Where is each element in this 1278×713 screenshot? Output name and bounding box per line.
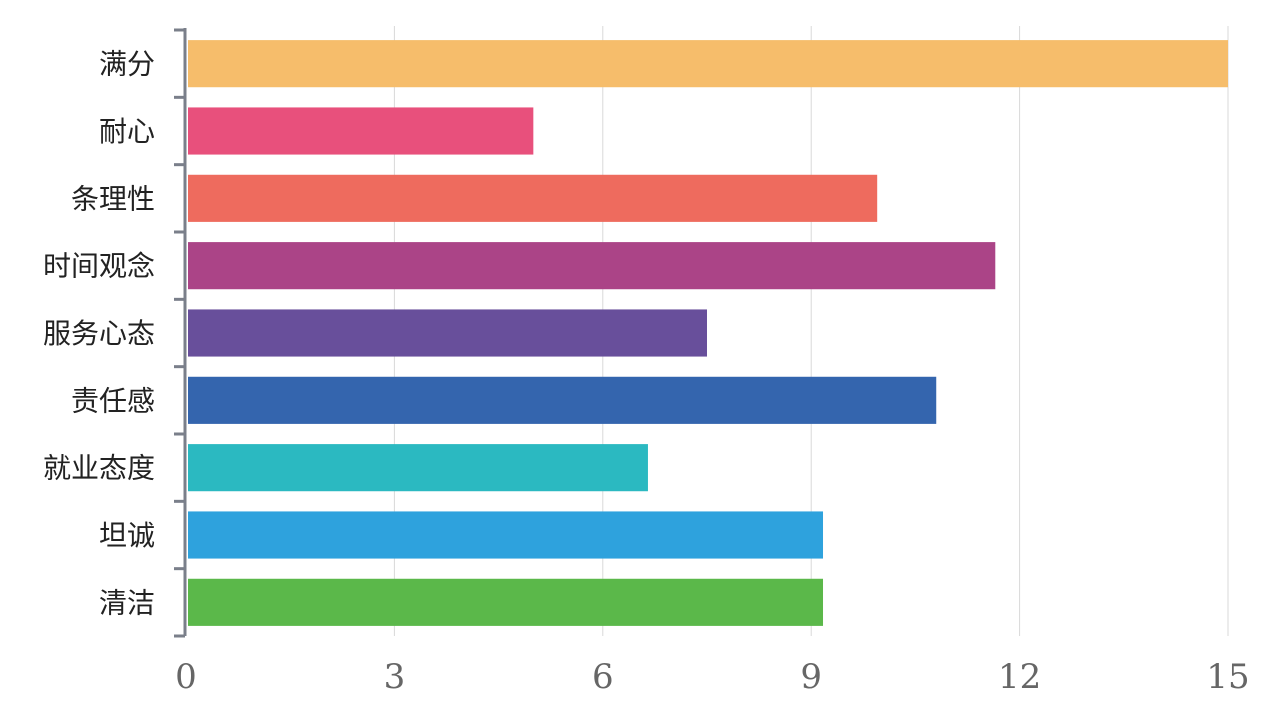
bar-2 bbox=[188, 174, 878, 222]
x-tick-label: 3 bbox=[384, 657, 406, 697]
category-label: 坦诚 bbox=[99, 519, 155, 552]
x-tick-label: 6 bbox=[592, 657, 614, 697]
bar-6 bbox=[188, 444, 648, 492]
category-label: 满分 bbox=[99, 48, 155, 81]
bar-0 bbox=[188, 40, 1228, 88]
category-label: 清洁 bbox=[99, 586, 155, 619]
category-label: 耐心 bbox=[99, 115, 155, 148]
bar-5 bbox=[188, 376, 937, 424]
category-label: 时间观念 bbox=[43, 250, 155, 283]
x-tick-label: 0 bbox=[175, 657, 197, 697]
x-tick-label: 15 bbox=[1206, 657, 1249, 697]
bar-3 bbox=[188, 242, 996, 290]
bar-8 bbox=[188, 578, 824, 626]
bar-1 bbox=[188, 107, 534, 155]
category-label: 就业态度 bbox=[43, 452, 155, 485]
bars bbox=[188, 40, 1228, 626]
axes bbox=[174, 28, 187, 638]
category-label: 服务心态 bbox=[43, 317, 155, 350]
x-tick-label: 9 bbox=[800, 657, 822, 697]
category-label: 责任感 bbox=[71, 384, 155, 417]
category-label: 条理性 bbox=[71, 182, 155, 215]
bar-4 bbox=[188, 309, 707, 357]
bar-7 bbox=[188, 511, 824, 559]
x-tick-label: 12 bbox=[998, 657, 1041, 697]
